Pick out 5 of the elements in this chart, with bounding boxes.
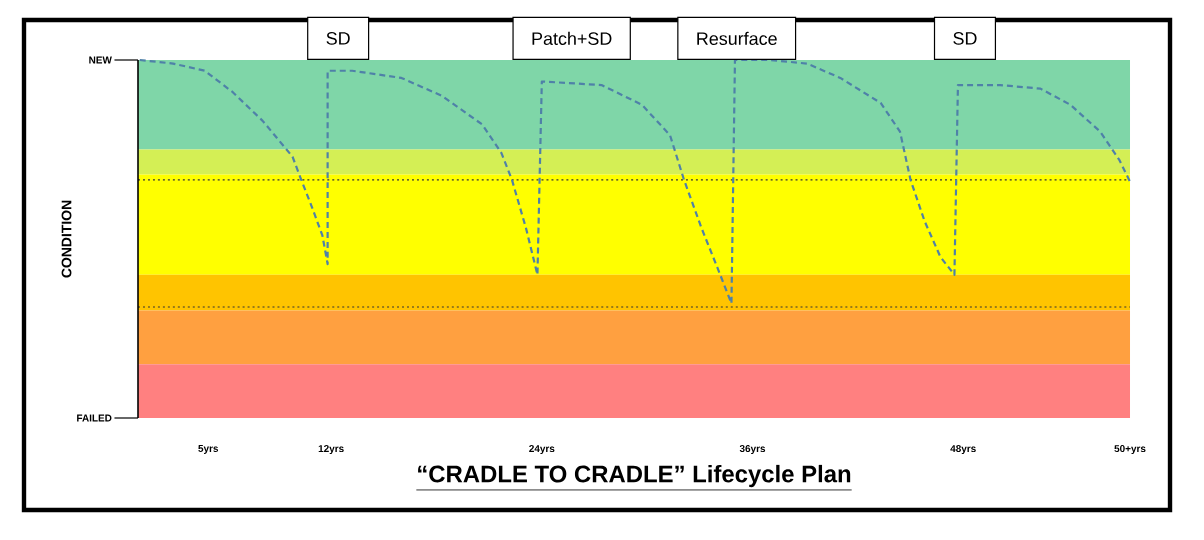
annotation: Patch+SD — [532, 31, 612, 45]
annotation: SD — [953, 32, 977, 45]
annotation: SD — [326, 32, 350, 45]
annotation: Resurface — [697, 31, 777, 45]
text: “CRADLE TO CRADLE” Lifecycle Plan — [418, 464, 851, 488]
